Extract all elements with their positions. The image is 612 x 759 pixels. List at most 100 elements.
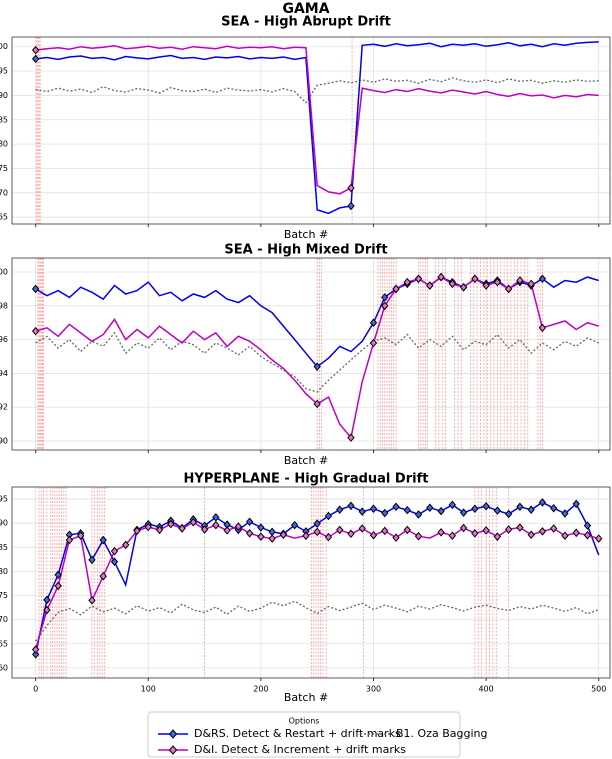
drift-marker <box>358 507 366 516</box>
drift-marker <box>493 532 502 541</box>
series-line <box>35 41 599 215</box>
drift-marker <box>550 524 558 533</box>
drift-marker <box>347 529 355 539</box>
drift-marker <box>392 533 400 542</box>
drift-marker <box>291 520 299 530</box>
drift-marker <box>369 338 378 348</box>
drift-marker <box>550 503 558 513</box>
y-tick-label: 98 <box>0 301 8 310</box>
drift-marker <box>595 534 603 543</box>
drift-marker <box>336 525 344 535</box>
drift-marker <box>381 526 389 536</box>
drift-marker <box>268 527 276 537</box>
x-axis-label: Batch # <box>284 691 328 704</box>
drift-marker <box>493 277 502 287</box>
legend-marker <box>168 745 178 755</box>
drift-marker <box>538 527 547 536</box>
figure-title: GAMA <box>282 1 329 17</box>
drift-marker <box>31 45 40 55</box>
drift-marker <box>31 326 40 336</box>
drift-marker <box>482 502 490 511</box>
drift-marker <box>313 519 321 528</box>
drift-marker <box>324 532 333 542</box>
legend-label: B1. Oza Bagging <box>396 727 487 740</box>
drift-marker <box>122 540 130 550</box>
legend-box <box>147 711 461 758</box>
y-tick-label: 94 <box>0 369 8 378</box>
drift-marker <box>459 523 468 533</box>
drift-marker <box>538 274 547 284</box>
drift-marker <box>583 521 592 530</box>
drift-marker <box>99 571 107 581</box>
drift-marker <box>561 509 569 518</box>
drift-marker <box>347 433 355 442</box>
plot-area <box>31 258 599 450</box>
drift-marker <box>347 201 355 211</box>
drift-marker <box>189 517 197 527</box>
drift-marker <box>504 284 513 294</box>
drift-marker <box>414 510 423 519</box>
drift-marker <box>369 318 378 328</box>
drift-marker <box>504 509 513 519</box>
drift-marker <box>369 504 378 513</box>
drift-marker <box>313 362 321 371</box>
drift-marker <box>257 532 265 541</box>
y-tick-label: 70 <box>0 188 8 197</box>
drift-marker <box>448 279 456 289</box>
drift-marker <box>538 498 547 507</box>
y-tick-label: 90 <box>0 437 8 446</box>
y-tick-label: 96 <box>0 335 8 344</box>
drift-marker <box>471 274 479 284</box>
y-tick-label: 90 <box>0 519 8 528</box>
plot-frame <box>11 486 611 679</box>
drift-marker <box>302 531 310 540</box>
drift-marker <box>31 54 40 64</box>
drift-marker <box>392 284 400 294</box>
drift-marker <box>426 503 434 513</box>
drift-marker <box>516 523 524 532</box>
drift-marker <box>471 504 479 513</box>
y-tick-label: 75 <box>0 164 8 173</box>
plot-area <box>31 37 599 224</box>
plot-frame <box>11 257 611 451</box>
drift-marker <box>482 526 490 535</box>
drift-marker <box>88 596 96 605</box>
drift-marker <box>234 522 243 531</box>
legend-label: D&RS. Detect & Restart + drift marks <box>194 727 401 740</box>
y-tick-label: 85 <box>0 543 8 552</box>
y-tick-label: 80 <box>0 567 8 576</box>
drift-marker <box>110 546 119 556</box>
drift-marker <box>381 301 389 311</box>
drift-marker <box>414 531 423 541</box>
x-tick-label: 400 <box>478 685 493 694</box>
drift-marker <box>369 530 378 540</box>
drift-marker <box>471 529 479 538</box>
drift-marker <box>313 527 321 537</box>
drift-marker <box>583 530 592 540</box>
plot-frame <box>11 36 611 225</box>
drift-marker <box>110 557 119 567</box>
drift-marker <box>347 183 355 193</box>
y-tick-label: 92 <box>0 403 8 412</box>
drift-marker <box>437 272 445 282</box>
drift-marker <box>31 650 40 659</box>
y-tick-label: 65 <box>0 639 8 648</box>
chart-title: HYPERPLANE - High Gradual Drift <box>184 472 429 487</box>
series-line <box>35 331 599 393</box>
x-tick-label: 100 <box>141 685 156 694</box>
drift-marker <box>313 399 321 409</box>
drift-marker <box>381 293 389 302</box>
y-tick-label: 65 <box>0 213 8 222</box>
drift-marker <box>516 276 524 285</box>
y-tick-label: 100 <box>0 268 8 277</box>
drift-marker <box>54 570 62 580</box>
drift-marker <box>31 645 40 654</box>
drift-marker <box>133 526 141 536</box>
drift-marker <box>245 517 254 526</box>
drift-marker <box>257 523 265 532</box>
drift-marker <box>54 581 62 591</box>
chart-title: SEA - High Abrupt Drift <box>221 15 391 30</box>
drift-marker <box>381 508 389 518</box>
